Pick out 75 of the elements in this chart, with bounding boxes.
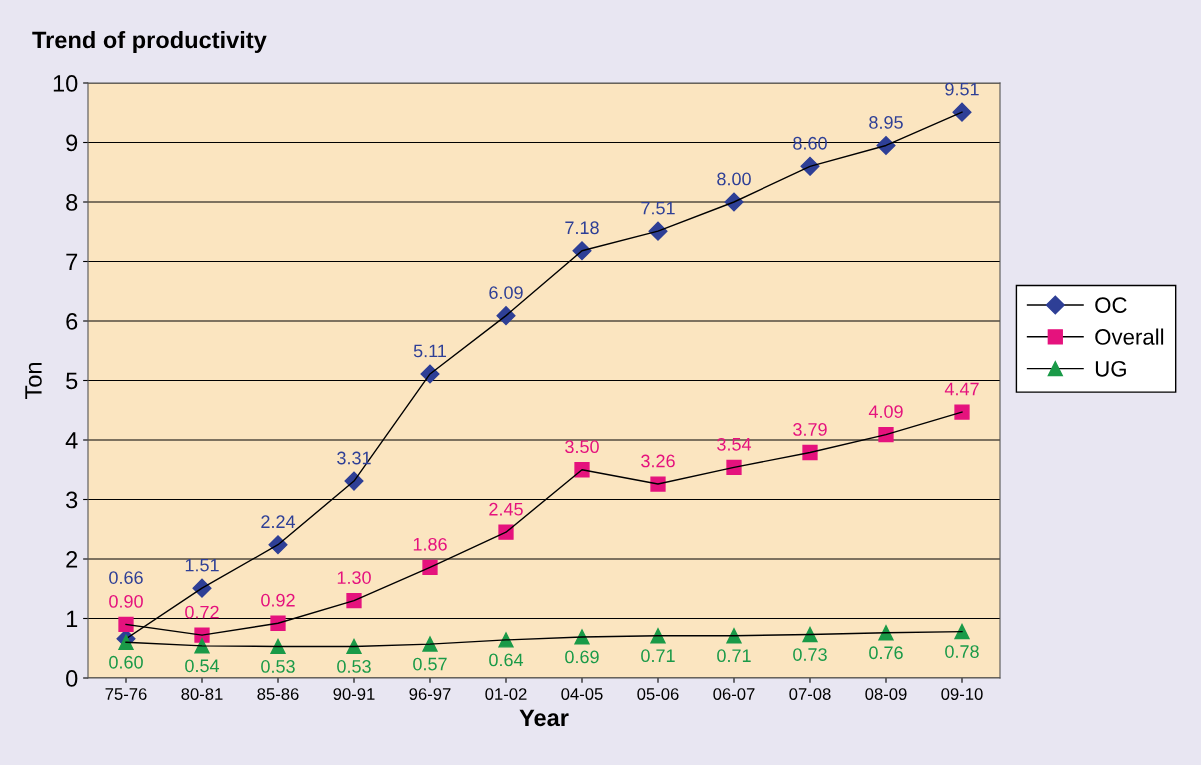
x-tick-label: 04-05 — [561, 688, 603, 700]
point — [270, 638, 286, 655]
point — [650, 628, 666, 644]
y-tick-label: 1 — [66, 610, 78, 628]
legend-label: Overall — [1095, 328, 1164, 345]
data-label: 0.78 — [945, 645, 979, 658]
point — [726, 459, 742, 476]
point — [118, 634, 134, 650]
data-label: 7.18 — [565, 221, 599, 235]
data-label: 0.71 — [717, 649, 751, 663]
data-label: 6.09 — [489, 286, 523, 299]
data-label: 0.90 — [109, 595, 143, 608]
y-tick-label: 6 — [66, 313, 78, 330]
point — [802, 626, 818, 643]
data-label: 7.51 — [641, 201, 675, 215]
data-label: 9.51 — [945, 82, 979, 96]
data-label: 0.53 — [337, 660, 371, 673]
x-tick-label: 96-97 — [409, 688, 451, 700]
y-tick-label: 8 — [66, 194, 78, 211]
data-label: 0.66 — [109, 571, 143, 584]
x-tick-label: 07-08 — [789, 688, 831, 700]
data-label: 3.50 — [565, 440, 599, 454]
point — [954, 623, 970, 640]
data-label: 4.47 — [944, 382, 979, 396]
data-label: 1.86 — [413, 537, 447, 551]
x-tick-label: 85-86 — [257, 688, 299, 700]
data-label: 2.45 — [489, 502, 523, 516]
x-axis-title: Year — [519, 709, 569, 727]
x-tick-label: 01-02 — [485, 688, 527, 700]
x-tick-label: 90-91 — [333, 688, 375, 700]
data-label: 3.26 — [641, 454, 675, 468]
y-tick-label: 3 — [66, 491, 78, 509]
y-axis-title: Ton — [25, 363, 42, 399]
data-label: 4.09 — [868, 405, 903, 418]
data-label: 3.31 — [337, 451, 371, 465]
data-label: 3.54 — [717, 437, 752, 451]
data-label: 0.60 — [109, 655, 143, 669]
data-label: 0.69 — [565, 650, 599, 664]
data-label: 0.53 — [261, 660, 295, 673]
y-tick-label: 7 — [66, 253, 78, 271]
data-label: 8.95 — [869, 116, 903, 129]
data-label: 0.71 — [641, 649, 675, 663]
legend-label: OC — [1095, 297, 1127, 313]
data-label: 1.30 — [337, 571, 371, 584]
y-tick-label: 2 — [66, 551, 78, 568]
chart-title: Trend of productivity — [32, 31, 267, 53]
legend-label: UG — [1095, 360, 1126, 377]
point — [878, 625, 894, 641]
data-label: 0.57 — [413, 657, 447, 671]
data-label: 3.79 — [793, 423, 827, 436]
y-tick-label: 9 — [66, 134, 78, 152]
point — [346, 638, 362, 655]
data-label: 0.54 — [185, 659, 220, 673]
data-label: 0.92 — [261, 593, 295, 607]
point — [118, 616, 134, 633]
data-label: 1.51 — [185, 558, 219, 572]
data-label: 0.64 — [489, 653, 524, 667]
data-label: 2.24 — [261, 515, 296, 528]
data-label: 0.76 — [869, 646, 903, 660]
data-label: 8.00 — [717, 172, 751, 186]
y-tick-label: 5 — [66, 372, 78, 390]
x-tick-label: 06-07 — [713, 688, 755, 700]
data-label: 0.72 — [185, 605, 219, 619]
x-tick-label: 08-09 — [865, 688, 907, 700]
data-label: 0.73 — [793, 648, 827, 661]
x-tick-label: 05-06 — [637, 688, 679, 700]
y-tick-label: 4 — [65, 432, 78, 449]
point — [726, 628, 742, 644]
data-label: 5.11 — [413, 344, 447, 358]
y-tick-label: 10 — [53, 75, 78, 92]
x-tick-label: 80-81 — [181, 688, 223, 700]
x-tick-label: 09-10 — [941, 688, 983, 700]
x-tick-label: 75-76 — [105, 688, 147, 700]
y-tick-label: 0 — [66, 670, 78, 687]
point — [954, 404, 970, 420]
